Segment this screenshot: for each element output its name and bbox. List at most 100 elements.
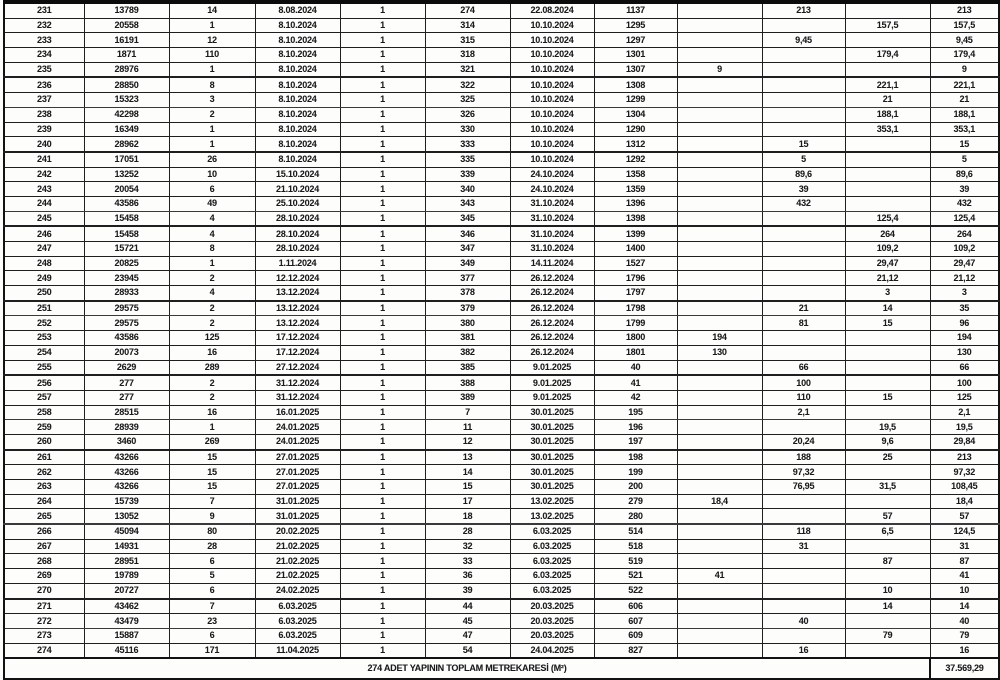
table-cell: 16	[929, 642, 1000, 659]
table-cell: 97,32	[761, 464, 846, 480]
table-cell: 270	[3, 582, 85, 600]
table-cell: 242	[3, 166, 85, 183]
table-cell: 1312	[593, 136, 678, 153]
table-cell	[676, 582, 763, 600]
table-cell: 1	[339, 389, 426, 406]
table-cell: 14	[844, 300, 931, 317]
table-row: 266 45094 80 20.02.2025 1 28 6.03.2025 514 118 6,…	[3, 523, 1000, 540]
table-cell: 7	[168, 597, 256, 615]
table-cell: 100	[761, 374, 846, 391]
table-cell: 347	[424, 241, 511, 257]
table-row: 262 43266 15 27.01.2025 1 14 30.01.2025 199 97,3…	[3, 464, 1000, 480]
table-cell: 12	[168, 32, 256, 49]
table-row: 258 28515 16 16.01.2025 1 7 30.01.2025 195 2,1 2,…	[3, 404, 1000, 421]
table-cell: 20.03.2025	[509, 613, 595, 629]
table-cell: 179,4	[929, 47, 1000, 63]
table-row: 231 13789 14 8.08.2024 1 274 22.08.2024 1137 213…	[3, 1, 1000, 19]
table-cell: 20073	[83, 344, 170, 361]
table-row: 246 15458 4 28.10.2024 1 346 31.10.2024 1399 264…	[3, 225, 1000, 243]
table-cell: 31	[761, 538, 846, 555]
table-cell	[676, 315, 763, 332]
table-cell: 199	[593, 464, 678, 480]
table-row: 248 20825 1 1.11.2024 1 349 14.11.2024 1527 29,4…	[3, 255, 1000, 272]
table-cell: 87	[844, 553, 931, 570]
table-cell: 1	[339, 344, 426, 361]
table-cell: 271	[3, 597, 85, 615]
table-cell: 11	[424, 419, 511, 435]
table-row: 257 277 2 31.12.2024 1 389 9.01.2025 42 110 15 125	[3, 389, 1000, 406]
table-cell: 8.10.2024	[254, 151, 341, 168]
table-cell: 21.02.2025	[254, 553, 341, 570]
table-row: 256 277 2 31.12.2024 1 388 9.01.2025 41 100 100	[3, 374, 1000, 391]
table-cell: 340	[424, 181, 511, 197]
table-cell: 258	[3, 404, 85, 421]
table-cell: 31	[929, 538, 1000, 555]
table-cell: 14	[168, 1, 256, 19]
table-cell: 9.01.2025	[509, 359, 595, 377]
table-cell: 40	[929, 613, 1000, 629]
table-row: 234 1871 110 8.10.2024 1 318 10.10.2024 1301 179…	[3, 47, 1000, 63]
table-cell: 377	[424, 270, 511, 287]
table-cell: 1	[339, 121, 426, 138]
table-cell: 20.03.2025	[509, 627, 595, 644]
table-cell: 1396	[593, 195, 678, 212]
table-row: 242 13252 10 15.10.2024 1 339 24.10.2024 1358 89…	[3, 166, 1000, 183]
table-cell: 1	[339, 225, 426, 243]
table-cell	[676, 32, 763, 49]
table-cell: 28951	[83, 553, 170, 570]
table-cell: 125,4	[844, 210, 931, 228]
table-cell: 45116	[83, 642, 170, 659]
table-cell: 1308	[593, 76, 678, 94]
table-cell	[844, 568, 931, 584]
table-cell: 240	[3, 136, 85, 153]
table-cell: 213	[761, 1, 846, 19]
table-cell: 1	[339, 419, 426, 435]
table-cell: 26.12.2024	[509, 315, 595, 332]
table-cell	[676, 553, 763, 570]
table-cell: 30.01.2025	[509, 404, 595, 421]
table-cell: 21.02.2025	[254, 538, 341, 555]
table-cell: 15	[844, 315, 931, 332]
table-cell	[844, 181, 931, 197]
table-cell: 29575	[83, 300, 170, 317]
table-cell: 96	[929, 315, 1000, 332]
table-cell: 10.10.2024	[509, 151, 595, 168]
table-row: 267 14931 28 21.02.2025 1 32 6.03.2025 518 31 31	[3, 538, 1000, 555]
table-cell: 243	[3, 181, 85, 197]
table-cell: 28	[168, 538, 256, 555]
table-cell: 9,45	[761, 32, 846, 49]
table-cell	[844, 374, 931, 391]
table-cell: 267	[3, 538, 85, 555]
table-cell: 27.01.2025	[254, 464, 341, 480]
table-cell	[676, 241, 763, 257]
table-cell: 15458	[83, 210, 170, 228]
table-row: 237 15323 3 8.10.2024 1 325 10.10.2024 1299 21 21	[3, 92, 1000, 108]
table-cell: 1	[168, 61, 256, 79]
table-cell: 346	[424, 225, 511, 243]
table-cell: 381	[424, 330, 511, 346]
table-cell: 6.03.2025	[509, 582, 595, 600]
table-row: 255 2629 289 27.12.2024 1 385 9.01.2025 40 66 66	[3, 359, 1000, 377]
table-cell	[761, 553, 846, 570]
table-cell: 24.04.2025	[509, 642, 595, 659]
table-cell: 1307	[593, 61, 678, 79]
table-cell: 23945	[83, 270, 170, 287]
table-cell: 609	[593, 627, 678, 644]
table-cell: 3	[844, 285, 931, 302]
table-cell: 6.03.2025	[254, 597, 341, 615]
table-cell: 2	[168, 315, 256, 332]
table-row: 252 29575 2 13.12.2024 1 380 26.12.2024 1799 81 1…	[3, 315, 1000, 332]
table-cell: 8.10.2024	[254, 76, 341, 94]
table-cell: 26.12.2024	[509, 330, 595, 346]
table-cell: 213	[929, 449, 1000, 466]
table-cell: 6	[168, 553, 256, 570]
table-cell: 260	[3, 433, 85, 451]
table-cell: 335	[424, 151, 511, 168]
table-cell: 41	[593, 374, 678, 391]
table-cell: 42298	[83, 106, 170, 123]
table-cell: 5	[168, 568, 256, 584]
table-cell: 28.10.2024	[254, 241, 341, 257]
table-cell: 250	[3, 285, 85, 302]
table-cell: 100	[929, 374, 1000, 391]
table-cell: 213	[929, 1, 1000, 19]
